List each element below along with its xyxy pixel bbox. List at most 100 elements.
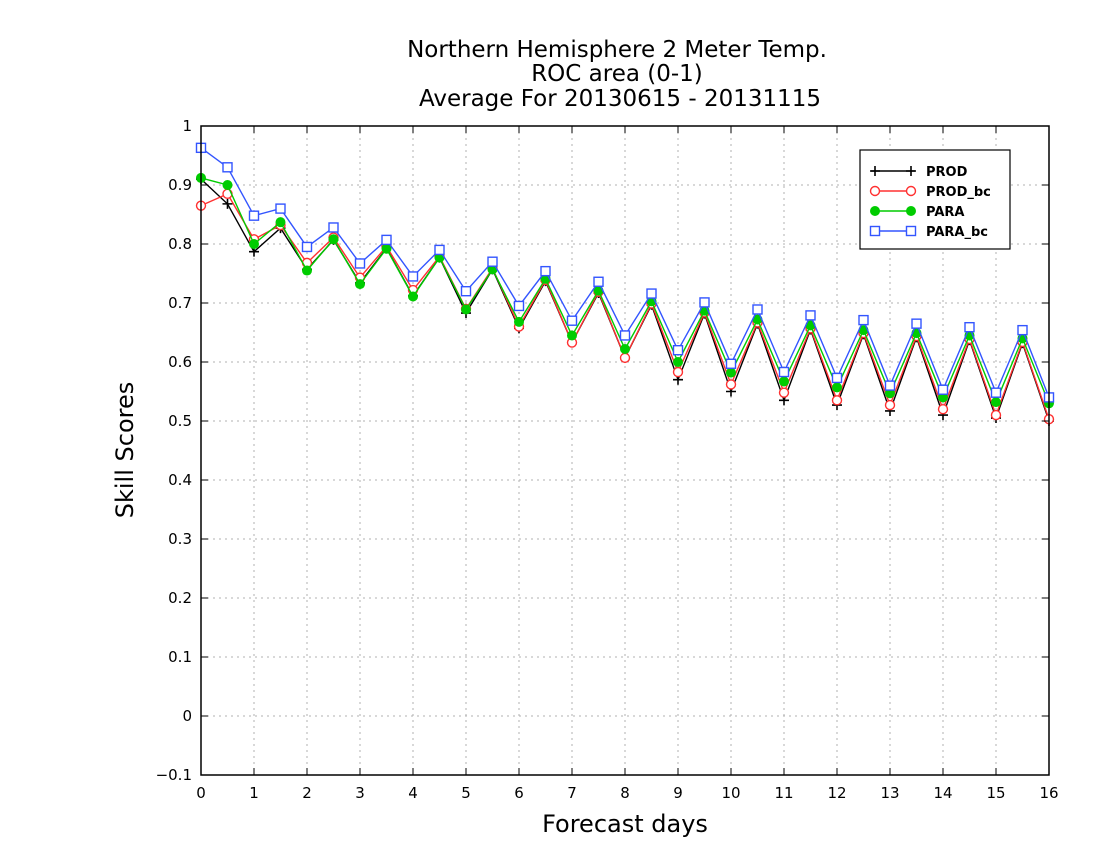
data-point: [991, 397, 1001, 408]
title-line-1: Northern Hemisphere 2 Meter Temp.: [407, 37, 827, 63]
grid: [201, 126, 1049, 775]
x-tick-label: 0: [196, 784, 206, 802]
legend-label: PROD_bc: [926, 185, 991, 200]
data-point: [990, 409, 1002, 421]
x-tick-label: 4: [408, 784, 418, 802]
legend-box: [859, 149, 1011, 250]
data-point: [248, 210, 260, 221]
x-tick-label: 3: [355, 784, 365, 802]
data-point: [832, 382, 842, 393]
data-point: [222, 162, 233, 173]
data-point: [301, 241, 313, 253]
y-tick-label: 0.9: [168, 176, 192, 194]
data-point: [911, 318, 922, 329]
data-point: [884, 399, 896, 411]
data-point: [328, 234, 339, 245]
data-point: [725, 379, 737, 390]
data-point: [567, 330, 577, 341]
data-point: [355, 279, 365, 290]
x-tick-label: 15: [986, 784, 1005, 802]
data-point: [275, 217, 286, 228]
data-point: [858, 314, 869, 326]
data-point: [407, 271, 419, 282]
y-axis-label: Skill Scores: [111, 382, 139, 519]
legend-item: PARA: [870, 205, 964, 220]
data-point: [990, 387, 1002, 398]
x-axis-label: Forecast days: [542, 810, 708, 838]
y-tick-label: 0.4: [168, 471, 192, 489]
data-point: [354, 258, 366, 269]
data-point: [752, 304, 763, 315]
data-point: [906, 166, 916, 176]
x-tick-label: 16: [1039, 784, 1058, 802]
y-tick-label: 0.5: [168, 412, 192, 430]
y-tick-label: 0.1: [168, 648, 192, 666]
data-point: [593, 276, 604, 287]
data-point: [699, 297, 710, 308]
y-tick-label: 0: [182, 707, 192, 725]
y-tick-label: 0.7: [168, 294, 192, 312]
x-tick-label: 10: [721, 784, 740, 802]
legend-label: PROD: [926, 165, 968, 180]
y-tick-label: 0.3: [168, 530, 192, 548]
data-point: [381, 234, 392, 246]
data-point: [619, 352, 631, 364]
data-point: [964, 321, 975, 333]
legend-item: PROD: [870, 165, 968, 180]
data-point: [249, 239, 259, 249]
x-tick-label: 14: [933, 784, 952, 802]
legend-label: PARA_bc: [926, 225, 988, 240]
x-tick-label: 7: [567, 784, 577, 802]
x-tick-label: 13: [880, 784, 899, 802]
data-point: [673, 357, 683, 367]
data-point: [831, 372, 843, 384]
data-point: [222, 198, 233, 209]
data-point: [566, 315, 578, 326]
series-layer: [195, 142, 1055, 426]
x-tick-label: 1: [249, 784, 259, 802]
x-tick-label: 2: [302, 784, 312, 802]
data-point: [884, 380, 896, 391]
data-point: [905, 225, 917, 237]
y-tick-label: −0.1: [156, 766, 192, 784]
data-point: [725, 358, 737, 369]
x-tick-label: 5: [461, 784, 471, 802]
data-point: [222, 180, 233, 190]
data-point: [869, 225, 881, 237]
title-line-3: Average For 20130615 - 20131115: [419, 86, 821, 112]
ticks: −0.100.10.20.30.40.50.60.70.80.910 1 2 3 4 5 6…: [156, 117, 1059, 802]
x-tick-label: 12: [827, 784, 846, 802]
y-tick-label: 0.2: [168, 589, 192, 607]
data-point: [672, 366, 684, 378]
legend-items: PROD PROD_bc PARA PARA_bc: [869, 165, 991, 240]
data-point: [937, 404, 949, 415]
data-point: [461, 304, 471, 315]
legend-item: PROD_bc: [869, 185, 991, 200]
data-point: [302, 265, 312, 276]
data-point: [937, 384, 949, 395]
title-line-2: ROC area (0-1): [531, 61, 703, 87]
data-point: [870, 206, 880, 216]
data-point: [905, 185, 917, 197]
y-tick-label: 0.6: [168, 353, 192, 371]
data-point: [513, 300, 525, 312]
data-point: [779, 376, 789, 387]
legend-label: PARA: [926, 205, 964, 220]
x-tick-label: 11: [774, 784, 793, 802]
data-point: [487, 256, 498, 267]
data-point: [778, 366, 790, 378]
legend: PROD PROD_bc PARA PARA_bc: [859, 149, 1011, 250]
data-point: [726, 367, 736, 378]
data-point: [672, 345, 684, 356]
data-point: [460, 286, 472, 297]
legend-item: PARA_bc: [869, 225, 988, 240]
y-tick-label: 1: [182, 117, 192, 135]
data-point: [434, 244, 445, 256]
data-point: [869, 185, 881, 197]
data-point: [619, 330, 631, 341]
data-point: [906, 206, 916, 216]
data-point: [870, 166, 880, 176]
data-point: [831, 395, 843, 406]
